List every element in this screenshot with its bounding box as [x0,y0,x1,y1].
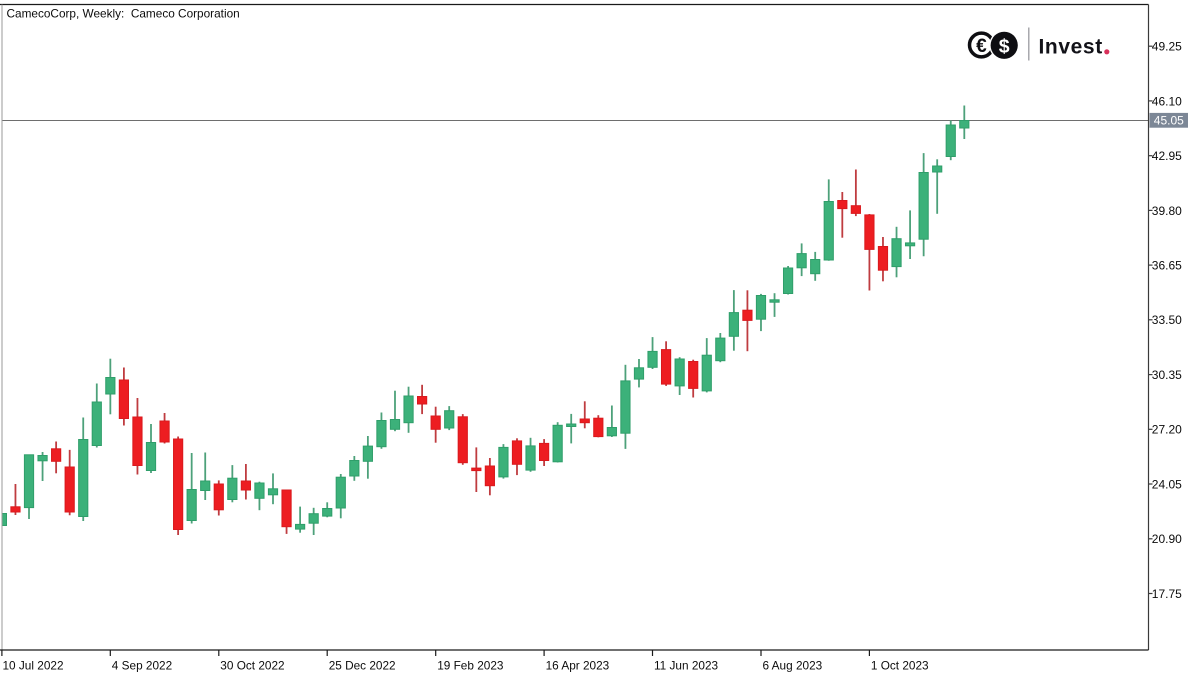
svg-text:30.35: 30.35 [1152,368,1182,382]
svg-text:CamecoCorp, Weekly: Cameco Co: CamecoCorp, Weekly: Cameco Corporation [7,7,240,21]
svg-text:4 Sep 2022: 4 Sep 2022 [112,659,172,673]
svg-text:Invest: Invest [1039,36,1103,59]
svg-text:49.25: 49.25 [1152,40,1182,54]
svg-text:6 Aug 2023: 6 Aug 2023 [763,659,823,673]
svg-text:11 Jun 2023: 11 Jun 2023 [654,659,719,673]
svg-text:36.65: 36.65 [1152,259,1182,273]
svg-text:25 Dec 2022: 25 Dec 2022 [329,659,396,673]
svg-text:1 Oct 2023: 1 Oct 2023 [871,659,929,673]
svg-text:19 Feb 2023: 19 Feb 2023 [437,659,504,673]
svg-text:20.90: 20.90 [1152,532,1182,546]
svg-text:17.75: 17.75 [1152,587,1182,601]
svg-text:33.50: 33.50 [1152,313,1182,327]
svg-text:30 Oct 2022: 30 Oct 2022 [220,659,284,673]
svg-text:46.10: 46.10 [1152,94,1182,108]
svg-text:45.05: 45.05 [1154,113,1184,127]
svg-text:39.80: 39.80 [1152,204,1182,218]
svg-text:€: € [976,36,987,57]
svg-text:24.05: 24.05 [1152,477,1182,491]
svg-text:42.95: 42.95 [1152,149,1182,163]
svg-text:27.20: 27.20 [1152,423,1182,437]
svg-text:10 Jul 2022: 10 Jul 2022 [3,659,64,673]
svg-text:$: $ [999,35,1010,57]
svg-text:16 Apr 2023: 16 Apr 2023 [546,659,610,673]
